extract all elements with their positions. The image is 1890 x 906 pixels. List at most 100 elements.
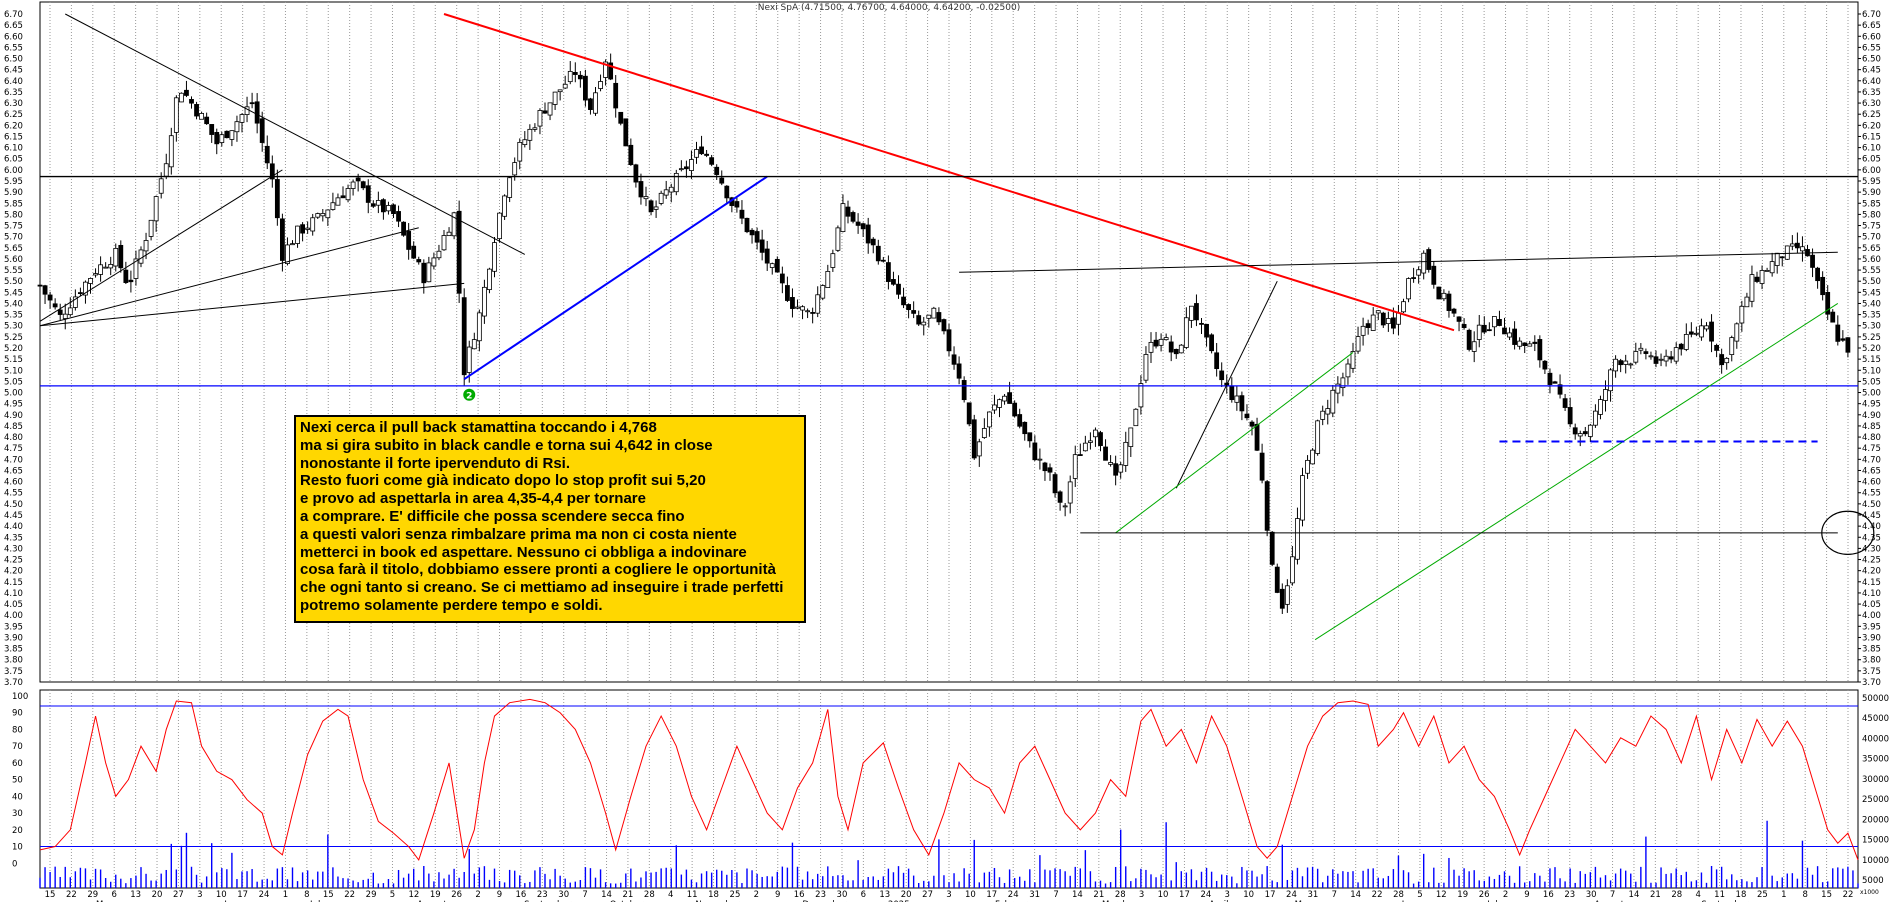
candle-body xyxy=(1638,347,1644,351)
candle-body xyxy=(1456,316,1462,322)
y-tick-label-right: 3.95 xyxy=(1862,622,1881,632)
y-tick-label-left: 5.45 xyxy=(4,288,23,298)
y-tick-label-right: 4.65 xyxy=(1862,466,1881,476)
candle-body xyxy=(850,212,856,222)
x-tick-label: 21 xyxy=(1650,890,1661,900)
rsi-tick-label: 90 xyxy=(12,709,23,719)
candle-body xyxy=(123,269,129,283)
candle-body xyxy=(512,162,518,176)
x-tick-label: 14 xyxy=(1629,890,1640,900)
y-tick-label-left: 4.50 xyxy=(4,500,23,510)
candle-body xyxy=(1653,356,1659,364)
x-tick-label: 23 xyxy=(815,890,826,900)
x-tick-label: 27 xyxy=(922,890,933,900)
candle-body xyxy=(870,238,876,246)
y-tick-label-left: 4.55 xyxy=(4,489,23,499)
trend-line xyxy=(39,169,283,322)
candle-body xyxy=(507,177,513,198)
y-tick-label-right: 5.75 xyxy=(1862,222,1881,232)
candle-body xyxy=(219,134,225,143)
y-tick-label-right: 4.35 xyxy=(1862,533,1881,543)
y-tick-label-left: 3.85 xyxy=(4,645,23,655)
candle-body xyxy=(522,139,528,145)
x-tick-label: 23 xyxy=(1564,890,1575,900)
candle-body xyxy=(795,306,800,309)
candle-body xyxy=(613,82,619,109)
candle-body xyxy=(699,146,704,155)
candle-body xyxy=(1694,332,1699,335)
candle-body xyxy=(916,315,922,325)
y-tick-label-left: 6.45 xyxy=(4,66,23,76)
y-tick-label-right: 4.70 xyxy=(1862,455,1881,465)
x-tick-label: 20 xyxy=(152,890,163,900)
y-tick-label-left: 4.95 xyxy=(4,400,23,410)
candle-body xyxy=(875,245,881,262)
x-tick-label: 22 xyxy=(1372,890,1383,900)
y-tick-label-left: 5.90 xyxy=(4,188,23,198)
y-tick-label-right: 6.15 xyxy=(1862,132,1881,142)
y-tick-label-left: 5.60 xyxy=(4,255,23,265)
y-tick-label-right: 4.15 xyxy=(1862,578,1881,588)
y-tick-label-right: 4.55 xyxy=(1862,489,1881,499)
y-tick-label-right: 4.00 xyxy=(1862,611,1881,621)
trend-line xyxy=(1115,352,1354,534)
candle-body xyxy=(1239,395,1245,412)
volume-tick-label: 10000 xyxy=(1862,856,1889,866)
candle-body xyxy=(1072,454,1078,479)
candle-body xyxy=(1401,301,1406,313)
rsi-tick-label: 80 xyxy=(12,725,23,735)
candle-body xyxy=(158,178,164,194)
candle-body xyxy=(93,273,98,276)
candle-body xyxy=(658,192,664,204)
candle-body xyxy=(214,132,220,145)
rsi-line xyxy=(39,698,1859,861)
x-tick-label: 7 xyxy=(1053,890,1058,900)
candle-body xyxy=(1103,446,1108,461)
candle-body xyxy=(441,235,447,251)
candle-body xyxy=(1759,270,1765,284)
y-tick-label-left: 6.25 xyxy=(4,110,23,120)
x-tick-label: 7 xyxy=(582,890,587,900)
candle-body xyxy=(744,217,750,233)
x-tick-label: 11 xyxy=(687,890,698,900)
candle-body xyxy=(1552,381,1558,384)
y-tick-label-left: 6.60 xyxy=(4,32,23,42)
candle-body xyxy=(1350,351,1356,369)
candle-body xyxy=(1385,318,1391,324)
candle-body xyxy=(1582,431,1588,435)
candle-body xyxy=(1108,462,1113,465)
candle-body xyxy=(98,264,103,275)
y-tick-label-left: 3.80 xyxy=(4,656,23,666)
candle-body xyxy=(67,307,73,316)
candle-body xyxy=(673,172,679,193)
rsi-tick-label: 70 xyxy=(12,742,23,752)
candle-body xyxy=(1643,351,1649,354)
candle-body xyxy=(805,310,810,313)
candle-body xyxy=(295,225,300,244)
candle-body xyxy=(971,419,977,459)
candle-body xyxy=(1396,312,1401,325)
x-tick-label: 1 xyxy=(1781,890,1786,900)
trend-line xyxy=(959,251,1838,273)
x-tick-label: 7 xyxy=(1332,890,1337,900)
note-line: nonostante il forte ipervenduto di Rsi. xyxy=(300,454,571,472)
candle-body xyxy=(1365,323,1371,328)
candle-body xyxy=(577,74,583,80)
candle-body xyxy=(436,250,442,259)
volume-scale-label: x1000 xyxy=(1860,889,1879,896)
trend-line xyxy=(39,282,465,327)
candle-body xyxy=(815,294,821,314)
y-tick-label-left: 5.25 xyxy=(4,333,23,343)
x-tick-label: 26 xyxy=(451,890,462,900)
y-tick-label-left: 5.15 xyxy=(4,355,23,365)
candle-body xyxy=(734,201,740,208)
candle-body xyxy=(1593,410,1598,426)
candle-body xyxy=(1764,269,1770,272)
note-line: potremo solamente perdere tempo e soldi. xyxy=(300,596,603,614)
y-tick-label-left: 5.00 xyxy=(4,389,23,399)
y-tick-label-left: 6.10 xyxy=(4,144,23,154)
candle-body xyxy=(1795,242,1800,249)
x-tick-label: 12 xyxy=(408,890,419,900)
candle-body xyxy=(1481,324,1487,333)
